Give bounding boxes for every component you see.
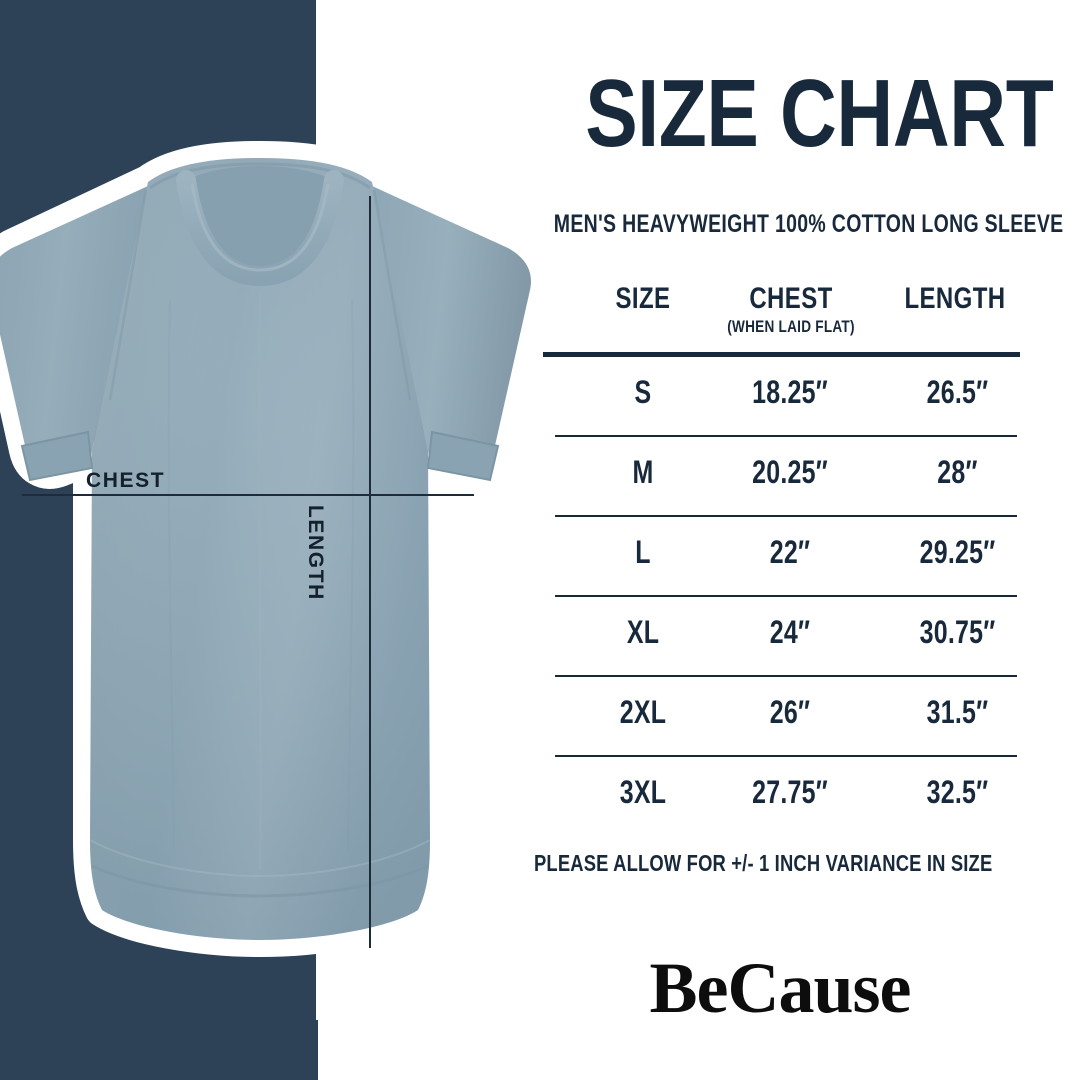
column-header-chest-sublabel: (WHEN LAID FLAT) [727,317,855,336]
row-divider [555,675,1017,677]
brand-logo: BeCause [649,948,912,1028]
chart-content: SIZE CHART MEN'S HEAVYWEIGHT 100% COTTON… [480,0,1080,1080]
cell-size: 2XL [619,694,667,730]
cell-size: M [632,454,654,490]
cell-length: 30.75″ [919,614,996,650]
cell-chest: 24″ [769,614,811,650]
cell-size: 3XL [619,774,667,810]
shirt-collar-rib [176,170,344,287]
shirt-sleeve-right [372,186,532,473]
cell-length: 26.5″ [926,374,989,410]
cell-size: XL [626,614,660,650]
column-header-size: SIZE [615,282,671,315]
cell-length: 31.5″ [926,694,989,730]
table-row: 3XL 27.75″ 32.5″ [545,757,1020,837]
cell-length: 32.5″ [926,774,989,810]
shirt-hem-seam [91,864,429,898]
row-divider [555,515,1017,517]
column-header-chest: CHEST [749,282,833,315]
cell-length: 28″ [937,454,978,490]
shirt-cuff-right [426,430,500,482]
shirt-shading [90,158,430,940]
page-subtitle: MEN'S HEAVYWEIGHT 100% COTTON LONG SLEEV… [553,210,1064,238]
table-header-row: SIZE CHEST LENGTH (WHEN LAID FLAT) [543,282,1020,357]
table-row: M 20.25″ 28″ [545,437,1020,517]
cell-size: L [635,534,651,570]
table-body: S 18.25″ 26.5″ M 20.25″ 28″ L 22″ 29.25″ [545,357,1020,837]
table-header-rule [543,352,1020,357]
row-divider [555,595,1017,597]
cell-size: S [634,374,652,410]
column-header-length: LENGTH [904,282,1006,315]
product-photo-long-sleeve-tee [0,141,560,980]
table-row: S 18.25″ 26.5″ [545,357,1020,437]
size-table: SIZE CHEST LENGTH (WHEN LAID FLAT) S 18.… [543,282,1020,810]
cell-chest: 22″ [769,534,811,570]
cell-chest: 27.75″ [752,774,828,810]
row-divider [555,755,1017,757]
shirt-neck-opening [186,166,334,276]
cell-length: 29.25″ [919,534,996,570]
table-row: L 22″ 29.25″ [545,517,1020,597]
cell-chest: 18.25″ [752,374,828,410]
navy-panel-foot [0,1020,318,1080]
variance-note: PLEASE ALLOW FOR +/- 1 INCH VARIANCE IN … [534,850,993,876]
page-title: SIZE CHART [585,60,1054,167]
shirt-sleeve-left [0,186,148,473]
cell-chest: 26″ [769,694,811,730]
table-row: XL 24″ 30.75″ [545,597,1020,677]
row-divider [555,435,1017,437]
shirt-cuff-left [20,430,94,482]
cell-chest: 20.25″ [752,454,828,490]
table-row: 2XL 26″ 31.5″ [545,677,1020,757]
